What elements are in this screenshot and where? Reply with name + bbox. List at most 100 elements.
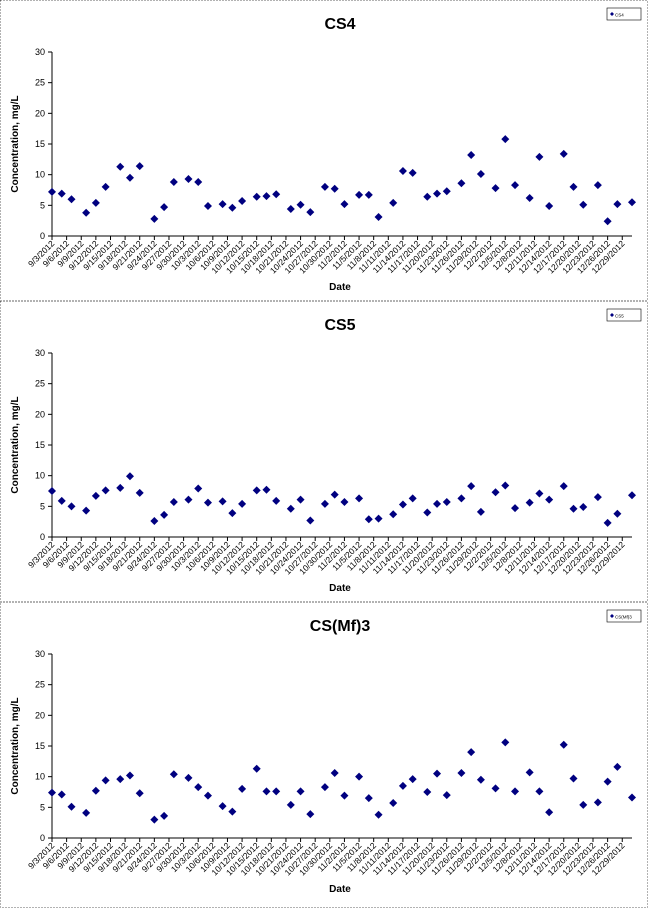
data-point: [433, 769, 442, 778]
legend-box: [606, 609, 642, 623]
data-point: [160, 510, 169, 519]
data-point: [262, 485, 271, 494]
data-point: [398, 781, 407, 790]
data-point: [364, 794, 373, 803]
y-tick-label: 30: [35, 348, 45, 358]
data-point: [272, 496, 281, 505]
data-point: [184, 495, 193, 504]
legend-label: CS4: [615, 13, 624, 18]
data-point: [491, 488, 500, 497]
data-point: [169, 178, 178, 187]
y-tick-label: 10: [35, 772, 45, 782]
x-axis-label: Date: [329, 583, 351, 594]
data-point: [457, 494, 466, 503]
data-point: [262, 787, 271, 796]
data-point: [501, 481, 510, 490]
data-point: [374, 212, 383, 221]
y-tick-label: 30: [35, 649, 45, 659]
data-point: [559, 149, 568, 158]
data-point: [364, 515, 373, 524]
panel-border: [0, 301, 648, 602]
y-tick-label: 20: [35, 710, 45, 720]
data-point: [116, 483, 125, 492]
data-point: [67, 802, 76, 811]
legend-box: [606, 7, 642, 21]
data-point: [364, 190, 373, 199]
data-point: [160, 811, 169, 820]
data-point: [579, 800, 588, 809]
data-point: [48, 187, 56, 196]
data-point: [150, 517, 159, 526]
chart-panel: CS4CS40510152025309/3/20129/6/20129/9/20…: [0, 0, 648, 301]
data-point: [579, 502, 588, 511]
data-point: [296, 200, 305, 209]
data-point: [559, 740, 568, 749]
data-point: [423, 788, 432, 796]
data-point: [57, 790, 66, 799]
data-point: [203, 791, 212, 800]
legend-marker: [610, 12, 614, 16]
data-point: [535, 152, 544, 161]
data-point: [467, 748, 476, 757]
data-point: [272, 787, 281, 796]
data-point: [408, 494, 417, 503]
data-point: [467, 482, 476, 491]
data-point: [125, 771, 134, 780]
data-point: [433, 499, 442, 508]
data-point: [169, 770, 178, 779]
legend-marker: [610, 614, 614, 618]
data-point: [355, 772, 364, 781]
data-point: [67, 195, 76, 204]
data-point: [398, 500, 407, 509]
data-point: [228, 807, 237, 816]
data-point: [67, 502, 76, 511]
y-tick-label: 0: [40, 833, 45, 843]
y-tick-label: 0: [40, 231, 45, 241]
data-point: [101, 776, 110, 785]
data-point: [340, 791, 349, 800]
y-tick-label: 25: [35, 379, 45, 389]
data-point: [491, 784, 500, 793]
data-point: [628, 793, 636, 802]
data-point: [330, 490, 339, 499]
legend-label: CS5: [615, 314, 624, 319]
y-tick-label: 15: [35, 440, 45, 450]
y-tick-label: 10: [35, 170, 45, 180]
y-axis-label: Concentration, mg/L: [10, 396, 21, 493]
data-point: [296, 495, 305, 504]
y-tick-label: 20: [35, 108, 45, 118]
data-point: [135, 789, 144, 798]
data-point: [408, 775, 417, 784]
data-point: [593, 798, 602, 807]
data-point: [57, 189, 66, 198]
data-point: [442, 187, 451, 196]
data-point: [125, 173, 134, 182]
data-point: [545, 201, 554, 210]
data-point: [116, 775, 125, 784]
data-point: [501, 135, 510, 144]
data-point: [559, 482, 568, 491]
data-point: [125, 472, 134, 481]
data-point: [101, 182, 110, 191]
data-point: [545, 495, 554, 504]
data-point: [228, 509, 237, 518]
data-point: [340, 200, 349, 209]
x-axis-label: Date: [329, 884, 351, 895]
y-axis-label: Concentration, mg/L: [10, 697, 21, 794]
chart-panel: CS(Mf)3CS(Mf)30510152025309/3/20129/6/20…: [0, 602, 648, 908]
data-point: [91, 786, 100, 795]
data-point: [593, 493, 602, 502]
data-point: [91, 491, 100, 500]
data-point: [457, 768, 466, 777]
data-point: [535, 787, 544, 796]
data-point: [613, 200, 622, 209]
data-point: [389, 198, 398, 207]
data-point: [150, 214, 159, 223]
data-point: [579, 200, 588, 209]
chart-title: CS4: [324, 16, 355, 33]
data-point: [262, 192, 271, 201]
y-tick-label: 5: [40, 501, 45, 511]
data-point: [48, 487, 56, 495]
data-point: [491, 184, 500, 193]
y-tick-label: 5: [40, 802, 45, 812]
